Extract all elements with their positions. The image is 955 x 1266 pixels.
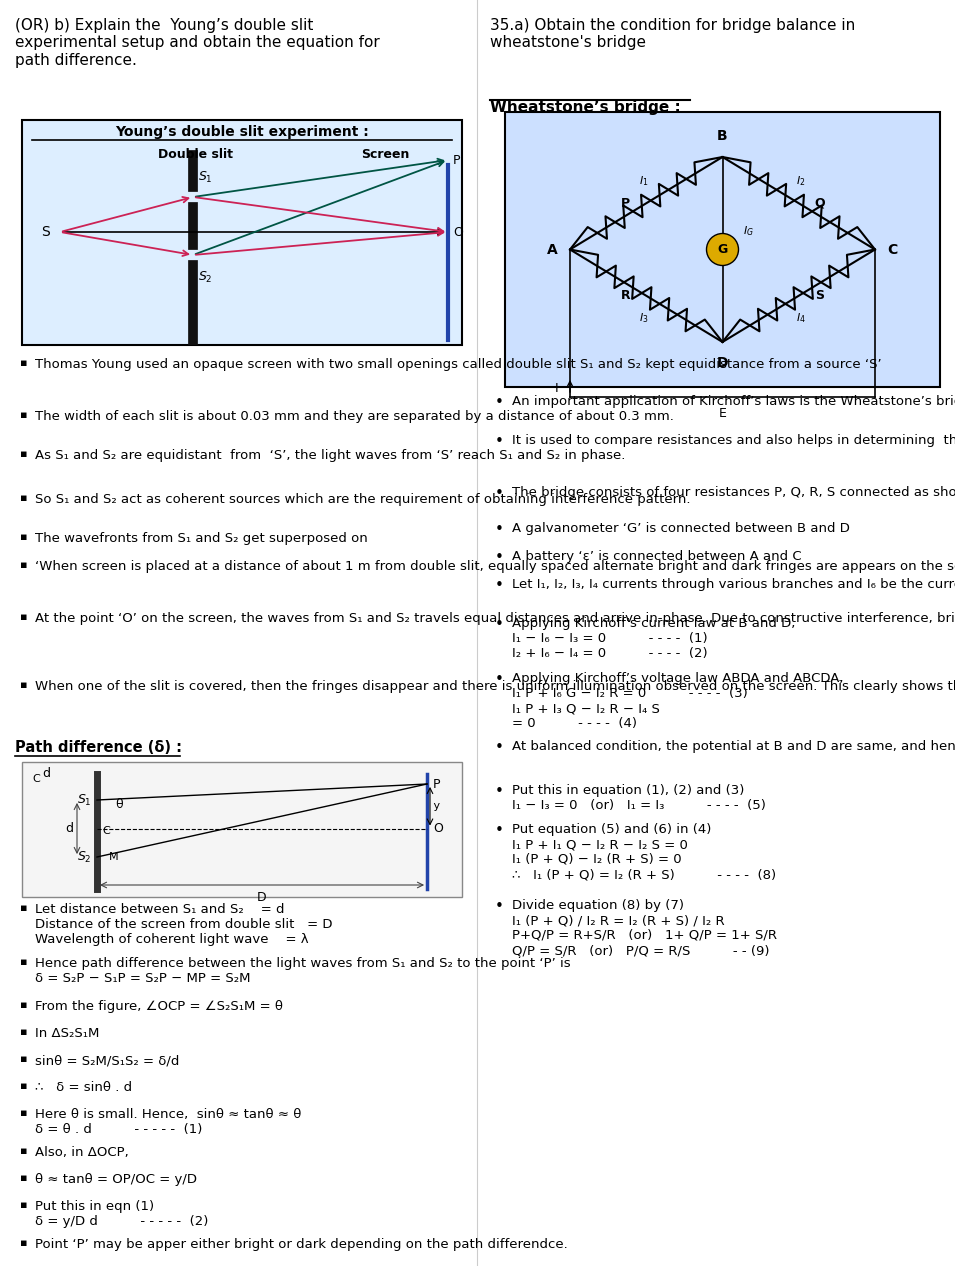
Text: •: •: [495, 617, 504, 632]
Text: Put this in eqn (1)
δ = y/D d          - - - - -  (2): Put this in eqn (1) δ = y/D d - - - - - …: [35, 1200, 208, 1228]
Text: •: •: [495, 784, 504, 799]
Text: ▪: ▪: [20, 1238, 28, 1248]
Text: ▪: ▪: [20, 1000, 28, 1010]
Text: $S_1$: $S_1$: [198, 170, 213, 185]
Text: ‘When screen is placed at a distance of about 1 m from double slit, equally spac: ‘When screen is placed at a distance of …: [35, 560, 955, 573]
Text: Hence path difference between the light waves from S₁ and S₂ to the point ‘P’ is: Hence path difference between the light …: [35, 957, 571, 985]
Text: •: •: [495, 823, 504, 838]
Text: d: d: [65, 822, 73, 836]
Text: ▪: ▪: [20, 1146, 28, 1156]
Text: ▪: ▪: [20, 1081, 28, 1091]
Text: Let distance between S₁ and S₂    = d
Distance of the screen from double slit   : Let distance between S₁ and S₂ = d Dista…: [35, 903, 332, 946]
Text: Path difference (δ) :: Path difference (δ) :: [15, 741, 182, 755]
Text: Double slit: Double slit: [158, 148, 232, 161]
Text: •: •: [495, 741, 504, 755]
Text: I: I: [555, 382, 559, 395]
Text: sinθ = S₂M/S₁S₂ = δ/d: sinθ = S₂M/S₁S₂ = δ/d: [35, 1055, 180, 1067]
Text: D: D: [717, 356, 729, 370]
Bar: [22, 120, 462, 346]
Text: The bridge consists of four resistances P, Q, R, S connected as shown.: The bridge consists of four resistances …: [512, 486, 955, 499]
Text: ▪: ▪: [20, 492, 28, 503]
Text: $S_2$: $S_2$: [77, 849, 92, 865]
Text: $I_4$: $I_4$: [796, 310, 806, 324]
Text: •: •: [495, 899, 504, 914]
Text: S: S: [41, 225, 50, 239]
Text: G: G: [717, 243, 728, 256]
Text: Let I₁, I₂, I₃, I₄ currents through various branches and I₆ be the current throu: Let I₁, I₂, I₃, I₄ currents through vari…: [512, 579, 955, 591]
Text: M: M: [109, 852, 118, 862]
Text: ▪: ▪: [20, 410, 28, 420]
Text: ▪: ▪: [20, 1200, 28, 1210]
Text: ∴   δ = sinθ . d: ∴ δ = sinθ . d: [35, 1081, 132, 1094]
Text: $S_2$: $S_2$: [198, 270, 213, 285]
Text: θ ≈ tanθ = OP/OC = y/D: θ ≈ tanθ = OP/OC = y/D: [35, 1174, 197, 1186]
Text: ▪: ▪: [20, 1055, 28, 1063]
Text: ▪: ▪: [20, 1027, 28, 1037]
Text: D: D: [257, 891, 266, 904]
Text: •: •: [495, 486, 504, 501]
Text: O: O: [433, 822, 443, 836]
Text: ▪: ▪: [20, 449, 28, 460]
Text: $I_G$: $I_G$: [742, 224, 753, 238]
Text: Put this in equation (1), (2) and (3)
I₁ − I₃ = 0   (or)   I₁ = I₃          - - : Put this in equation (1), (2) and (3) I₁…: [512, 784, 766, 812]
Text: •: •: [495, 522, 504, 537]
Text: $S_1$: $S_1$: [77, 793, 92, 808]
Text: ▪: ▪: [20, 1108, 28, 1118]
Text: P: P: [453, 153, 460, 167]
Text: From the figure, ∠OCP = ∠S₂S₁M = θ: From the figure, ∠OCP = ∠S₂S₁M = θ: [35, 1000, 283, 1013]
Text: C: C: [102, 825, 110, 836]
Text: •: •: [495, 579, 504, 592]
Circle shape: [707, 233, 738, 266]
Text: A galvanometer ‘G’ is connected between B and D: A galvanometer ‘G’ is connected between …: [512, 522, 850, 536]
Text: ▪: ▪: [20, 1174, 28, 1182]
Text: Here θ is small. Hence,  sinθ ≈ tanθ ≈ θ
δ = θ . d          - - - - -  (1): Here θ is small. Hence, sinθ ≈ tanθ ≈ θ …: [35, 1108, 302, 1136]
Text: B: B: [717, 129, 728, 143]
Text: A: A: [547, 243, 558, 257]
Text: The width of each slit is about 0.03 mm and they are separated by a distance of : The width of each slit is about 0.03 mm …: [35, 410, 674, 423]
Text: An important application of Kirchoff’s laws is the Wheatstone’s bridge.: An important application of Kirchoff’s l…: [512, 395, 955, 408]
Text: ▪: ▪: [20, 957, 28, 967]
Text: Divide equation (8) by (7)
I₁ (P + Q) / I₂ R = I₂ (R + S) / I₂ R
P+Q/P = R+S/R  : Divide equation (8) by (7) I₁ (P + Q) / …: [512, 899, 777, 957]
Text: Point ‘P’ may be apper either bright or dark depending on the path differendce.: Point ‘P’ may be apper either bright or …: [35, 1238, 568, 1251]
Text: Put equation (5) and (6) in (4)
I₁ P + I₁ Q − I₂ R − I₂ S = 0
I₁ (P + Q) − I₂ (R: Put equation (5) and (6) in (4) I₁ P + I…: [512, 823, 776, 881]
Text: R: R: [621, 289, 630, 303]
Text: •: •: [495, 549, 504, 565]
Text: $I_1$: $I_1$: [640, 175, 649, 189]
Text: In ΔS₂S₁M: In ΔS₂S₁M: [35, 1027, 99, 1039]
Text: d: d: [42, 767, 50, 780]
Bar: [505, 111, 940, 387]
Bar: [22, 762, 462, 898]
Text: Screen: Screen: [361, 148, 409, 161]
Text: Wheatstone’s bridge :: Wheatstone’s bridge :: [490, 100, 681, 115]
Text: •: •: [495, 395, 504, 410]
Text: ▪: ▪: [20, 358, 28, 368]
Text: Applying Kirchoff’s voltage law ABDA and ABCDA,
I₁ P + I₆ G − I₂ R = 0          : Applying Kirchoff’s voltage law ABDA and…: [512, 672, 843, 730]
Text: P: P: [621, 196, 630, 210]
Text: Applying Kirchoff’s current law at B and D,
I₁ − I₆ − I₃ = 0          - - - -  (: Applying Kirchoff’s current law at B and…: [512, 617, 796, 660]
Text: Young’s double slit experiment :: Young’s double slit experiment :: [116, 125, 369, 139]
Text: O: O: [453, 225, 463, 238]
Text: E: E: [718, 406, 727, 420]
Text: Q: Q: [815, 196, 825, 210]
Text: At balanced condition, the potential at B and D are same, and hence the galvanom: At balanced condition, the potential at …: [512, 741, 955, 753]
Text: Thomas Young used an opaque screen with two small openings called double slit S₁: Thomas Young used an opaque screen with …: [35, 358, 881, 371]
Text: ▪: ▪: [20, 560, 28, 570]
Text: ▪: ▪: [20, 532, 28, 542]
Text: ▪: ▪: [20, 903, 28, 913]
Text: A battery ‘ε’ is connected between A and C: A battery ‘ε’ is connected between A and…: [512, 549, 801, 563]
Text: The wavefronts from S₁ and S₂ get superposed on: The wavefronts from S₁ and S₂ get superp…: [35, 532, 368, 544]
Text: •: •: [495, 434, 504, 449]
Text: •: •: [495, 672, 504, 687]
Text: θ: θ: [115, 798, 122, 812]
Text: C: C: [887, 243, 898, 257]
Text: $I_2$: $I_2$: [796, 175, 805, 189]
Text: y: y: [430, 801, 440, 812]
Text: At the point ‘O’ on the screen, the waves from S₁ and S₂ travels equal distances: At the point ‘O’ on the screen, the wave…: [35, 611, 955, 625]
Text: It is used to compare resistances and also helps in determining  the unknown  re: It is used to compare resistances and al…: [512, 434, 955, 447]
Text: When one of the slit is covered, then the fringes disappear and there is uniform: When one of the slit is covered, then th…: [35, 680, 955, 693]
Text: 35.a) Obtain the condition for bridge balance in
wheatstone's bridge: 35.a) Obtain the condition for bridge ba…: [490, 18, 856, 51]
Text: ▪: ▪: [20, 611, 28, 622]
Text: P: P: [433, 777, 440, 790]
Text: (OR) b) Explain the  Young’s double slit
experimental setup and obtain the equat: (OR) b) Explain the Young’s double slit …: [15, 18, 380, 68]
Text: S: S: [815, 289, 824, 303]
